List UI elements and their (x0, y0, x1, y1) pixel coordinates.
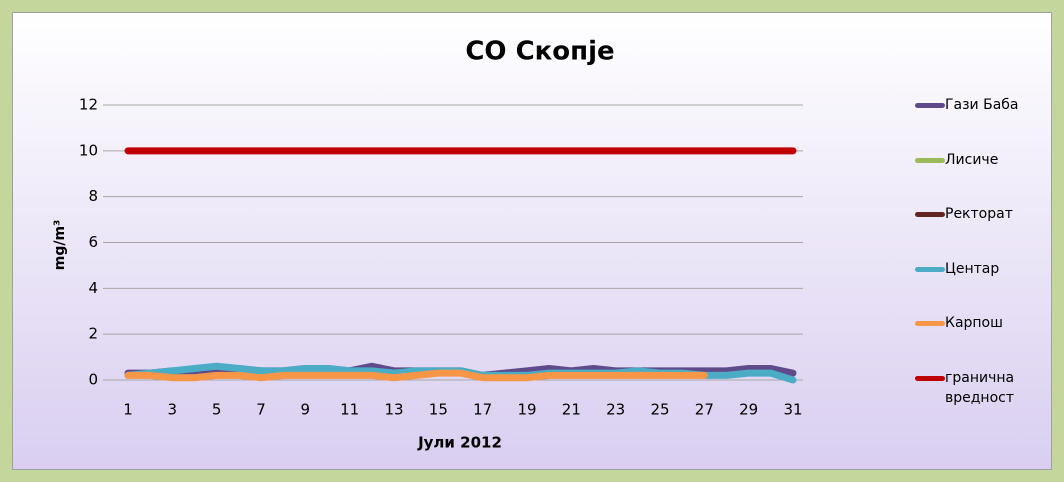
legend-label: Гази Баба (945, 97, 1019, 113)
legend-swatch (915, 157, 945, 163)
x-tick-label: 17 (473, 401, 492, 419)
series-line (124, 369, 708, 382)
legend-swatch (915, 212, 945, 217)
legend-label: гранична вредност (945, 369, 1015, 406)
x-tick-label: 1 (123, 401, 133, 419)
y-tick-label: 6 (88, 233, 98, 251)
y-tick-label: 0 (88, 371, 98, 389)
y-tick-label: 12 (79, 96, 98, 114)
y-tick-label: 4 (88, 279, 98, 297)
x-tick-label: 13 (384, 401, 403, 419)
legend-item: Гази Баба (915, 95, 1055, 150)
y-tick-label: 2 (88, 325, 98, 343)
y-axis-title: mg/m³ (52, 220, 68, 270)
legend-swatch (915, 103, 945, 108)
x-axis-title: Јули 2012 (417, 434, 502, 452)
x-tick-label: 9 (301, 401, 311, 419)
legend-item: Лисиче (915, 150, 1055, 205)
legend-label: Центар (945, 260, 1000, 277)
legend-item: гранична вредност (915, 368, 1055, 423)
y-tick-label: 10 (79, 141, 98, 159)
chart-title: CO Скопје (465, 37, 614, 67)
x-tick-label: 27 (695, 401, 714, 419)
x-tick-label: 23 (606, 401, 625, 419)
legend-item: Карпош (915, 313, 1055, 368)
legend-swatch (915, 321, 945, 326)
x-tick-label: 29 (739, 401, 758, 419)
legend-swatch (915, 266, 945, 272)
x-tick-label: 11 (340, 401, 359, 419)
x-tick-label: 3 (168, 401, 178, 419)
legend-item: Ректорат (915, 204, 1055, 259)
x-tick-label: 19 (517, 401, 536, 419)
x-tick-label: 21 (562, 401, 581, 419)
legend-item: Центар (915, 259, 1055, 314)
x-tick-label: 5 (212, 401, 222, 419)
chart-panel (12, 12, 1052, 470)
x-tick-label: 25 (650, 401, 669, 419)
x-tick-label: 7 (256, 401, 266, 419)
legend: Гази Баба Лисиче Ректорат Центар Карпош грани… (915, 95, 1055, 422)
y-tick-label: 8 (88, 187, 98, 205)
x-tick-label: 15 (429, 401, 448, 419)
legend-label: Лисиче (945, 151, 999, 168)
legend-label: Ректорат (945, 206, 1013, 222)
legend-label: Карпош (945, 315, 1003, 331)
x-tick-label: 31 (783, 401, 802, 419)
legend-swatch (915, 375, 945, 381)
